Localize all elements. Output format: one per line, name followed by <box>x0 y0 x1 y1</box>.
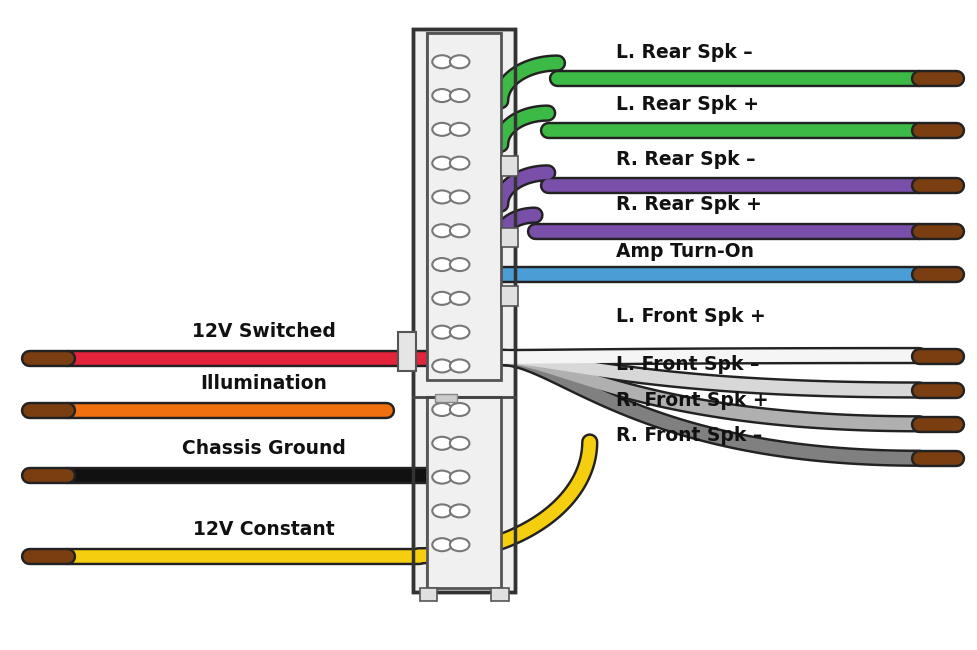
Text: L. Front Spk –: L. Front Spk – <box>616 355 759 374</box>
Circle shape <box>449 190 469 203</box>
Circle shape <box>432 359 451 372</box>
Text: L. Front Spk +: L. Front Spk + <box>616 307 765 326</box>
Circle shape <box>449 359 469 372</box>
Text: Chassis Ground: Chassis Ground <box>182 439 346 458</box>
Text: R. Front Spk +: R. Front Spk + <box>616 391 768 410</box>
Circle shape <box>449 403 469 416</box>
FancyBboxPatch shape <box>398 332 415 370</box>
Circle shape <box>432 292 451 305</box>
FancyBboxPatch shape <box>427 396 500 588</box>
Circle shape <box>432 471 451 484</box>
Circle shape <box>449 224 469 237</box>
FancyBboxPatch shape <box>427 32 500 380</box>
Circle shape <box>432 190 451 203</box>
Text: 12V Constant: 12V Constant <box>193 520 334 539</box>
Circle shape <box>449 123 469 136</box>
Circle shape <box>432 538 451 551</box>
Circle shape <box>449 471 469 484</box>
Text: R. Rear Spk +: R. Rear Spk + <box>616 196 761 215</box>
Circle shape <box>449 89 469 102</box>
FancyBboxPatch shape <box>419 588 437 601</box>
Circle shape <box>449 504 469 517</box>
Text: R. Front Spk –: R. Front Spk – <box>616 426 762 445</box>
Circle shape <box>449 157 469 170</box>
Text: Illumination: Illumination <box>200 374 327 393</box>
FancyBboxPatch shape <box>427 32 500 380</box>
FancyBboxPatch shape <box>427 396 500 588</box>
Circle shape <box>432 403 451 416</box>
Circle shape <box>449 538 469 551</box>
FancyBboxPatch shape <box>500 286 518 306</box>
Circle shape <box>432 157 451 170</box>
Circle shape <box>432 55 451 68</box>
FancyBboxPatch shape <box>490 588 508 601</box>
Text: L. Rear Spk –: L. Rear Spk – <box>616 43 752 62</box>
Circle shape <box>449 437 469 450</box>
Circle shape <box>449 292 469 305</box>
Circle shape <box>432 504 451 517</box>
Circle shape <box>432 123 451 136</box>
Circle shape <box>432 437 451 450</box>
Circle shape <box>432 224 451 237</box>
Circle shape <box>432 326 451 339</box>
Text: L. Rear Spk +: L. Rear Spk + <box>616 95 758 114</box>
FancyBboxPatch shape <box>500 227 518 247</box>
FancyBboxPatch shape <box>435 394 456 402</box>
Circle shape <box>449 55 469 68</box>
Text: Amp Turn-On: Amp Turn-On <box>616 242 753 261</box>
Circle shape <box>449 326 469 339</box>
Circle shape <box>432 258 451 271</box>
Circle shape <box>432 89 451 102</box>
Text: 12V Switched: 12V Switched <box>191 322 336 341</box>
Text: R. Rear Spk –: R. Rear Spk – <box>616 150 755 169</box>
FancyBboxPatch shape <box>500 156 518 176</box>
FancyBboxPatch shape <box>412 29 515 592</box>
Circle shape <box>449 258 469 271</box>
